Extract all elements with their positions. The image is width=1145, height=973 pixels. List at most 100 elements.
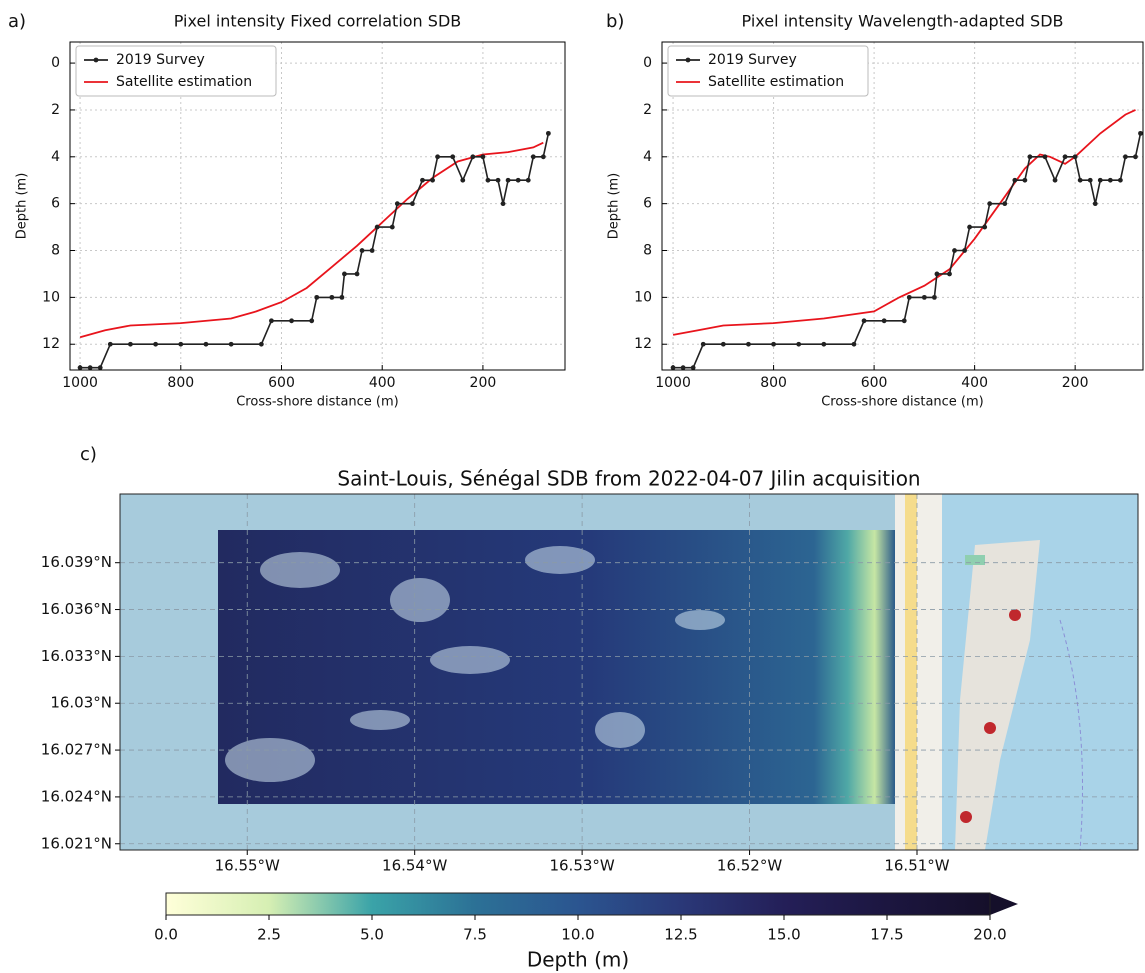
x-tick-label: 16.55°W — [215, 857, 280, 875]
legend-label: Satellite estimation — [116, 74, 252, 90]
x-tick-label: 200 — [470, 375, 497, 391]
survey-point — [906, 294, 912, 300]
survey-point — [1012, 177, 1018, 183]
survey-point — [500, 201, 506, 207]
survey-point — [420, 177, 425, 183]
survey-point — [967, 224, 972, 230]
survey-point — [525, 177, 531, 183]
survey-point — [947, 271, 952, 277]
survey-point — [107, 341, 113, 347]
survey-point — [540, 154, 546, 160]
legend-marker — [685, 57, 691, 63]
survey-point — [952, 248, 957, 253]
legend-box — [667, 45, 869, 97]
y-tick-label: 4 — [643, 149, 652, 165]
survey-point — [1042, 154, 1048, 160]
map-base — [120, 494, 1138, 851]
survey-point — [771, 341, 776, 347]
y-tick-label: 8 — [51, 243, 60, 259]
survey-point — [1072, 154, 1078, 160]
survey-point — [861, 318, 867, 324]
panel-label: b) — [606, 11, 624, 32]
legend-label: Satellite estimation — [708, 74, 844, 90]
legend-box — [75, 45, 277, 97]
plot-area — [77, 130, 551, 370]
survey-point — [1097, 177, 1103, 183]
y-tick-label: 0 — [643, 55, 652, 71]
x-tick-label: 800 — [167, 375, 194, 391]
series-line — [672, 109, 1136, 336]
survey-point — [505, 177, 511, 183]
y-tick-label: 12 — [42, 336, 60, 352]
survey-point — [369, 248, 375, 253]
survey-point — [359, 248, 365, 253]
survey-point — [495, 177, 501, 183]
colorbar-tick-label: 0.0 — [154, 926, 178, 944]
colorbar-tick-label: 2.5 — [257, 926, 281, 944]
survey-point — [128, 341, 133, 347]
survey-point — [289, 318, 294, 324]
survey-point — [480, 154, 486, 160]
survey-point — [934, 271, 940, 277]
survey-point — [1138, 130, 1143, 136]
plot-area — [670, 109, 1143, 370]
survey-point — [545, 130, 551, 136]
survey-point — [450, 154, 456, 160]
legend-marker — [93, 57, 99, 63]
survey-point — [881, 318, 887, 324]
x-tick-label: 400 — [961, 375, 988, 391]
colorbar-tick-label: 7.5 — [463, 926, 487, 944]
survey-point — [460, 177, 466, 183]
survey-point — [258, 341, 264, 347]
survey-point — [851, 341, 857, 347]
survey-point — [354, 271, 360, 277]
y-tick-label: 16.024°N — [41, 787, 112, 805]
survey-point — [1117, 177, 1123, 183]
y-tick-label: 8 — [643, 243, 652, 259]
survey-point — [1123, 154, 1128, 160]
map-frame — [119, 493, 1139, 851]
y-axis-label: Depth (m) — [15, 173, 30, 240]
survey-point — [485, 177, 491, 183]
survey-point — [796, 341, 802, 347]
survey-point — [329, 294, 335, 300]
survey-point — [515, 177, 521, 183]
survey-point — [1062, 154, 1068, 160]
survey-point — [430, 177, 435, 183]
y-tick-label: 16.033°N — [41, 647, 112, 665]
survey-point — [720, 341, 726, 347]
survey-point — [374, 224, 380, 230]
y-tick-label: 6 — [643, 196, 652, 212]
x-tick-label: 600 — [861, 375, 888, 391]
survey-point — [1107, 177, 1113, 183]
survey-point — [153, 341, 159, 347]
colorbar-tick-label: 10.0 — [561, 926, 594, 944]
survey-point — [901, 318, 907, 324]
y-tick-label: 16.039°N — [41, 553, 112, 571]
survey-point — [1092, 201, 1098, 207]
survey-point — [97, 365, 103, 370]
y-tick-label: 10 — [42, 289, 60, 305]
survey-point — [1027, 154, 1033, 160]
y-tick-label: 16.021°N — [41, 834, 112, 852]
survey-point — [670, 365, 676, 370]
y-tick-label: 16.036°N — [41, 600, 112, 618]
y-tick-label: 2 — [643, 102, 652, 118]
x-tick-label: 600 — [268, 375, 295, 391]
survey-point — [228, 341, 234, 347]
survey-point — [435, 154, 440, 160]
survey-point — [410, 201, 415, 207]
x-tick-label: 16.51°W — [884, 857, 949, 875]
y-tick-label: 16.03°N — [50, 694, 112, 712]
survey-point — [394, 201, 400, 207]
colorbar-tick-label: 5.0 — [360, 926, 384, 944]
chart-title: Saint-Louis, Sénégal SDB from 2022-04-07… — [337, 467, 920, 491]
survey-point — [690, 365, 696, 370]
survey-point — [342, 271, 347, 277]
colorbar-tick-label: 17.5 — [870, 926, 903, 944]
x-tick-label: 200 — [1062, 375, 1089, 391]
survey-point — [269, 318, 274, 324]
x-tick-label: 1000 — [655, 375, 691, 391]
y-tick-label: 0 — [51, 55, 60, 71]
